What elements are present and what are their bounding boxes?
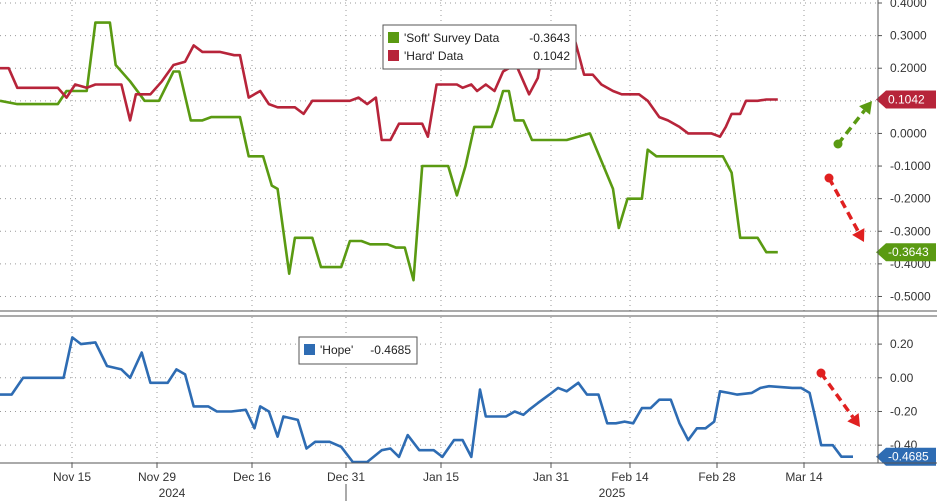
x-tick-label: Feb 28 [698,470,736,484]
last-value-tag-bg [876,447,936,466]
last-value-tag-bg [876,243,936,262]
top-panel: 0.40000.30000.20000.10000.0000-0.1000-0.… [0,0,936,311]
series-line [0,21,778,282]
y-tick-label: 0.0000 [890,126,927,140]
down-arrow-icon [824,173,865,242]
legend-label: 'Hard' Data [404,49,464,63]
x-year-label: 2025 [599,486,626,500]
series-line [0,336,853,464]
x-year-label: 2024 [159,486,186,500]
legend-swatch [304,344,315,355]
last-value-tag-text: -0.4685 [888,450,929,464]
arrow-head [852,228,865,242]
last-value-tag-text: -0.3643 [888,245,929,259]
legend: 'Hope' -0.4685 [298,336,418,365]
arrow-shaft [836,109,866,146]
legend-label: 'Soft' Survey Data [404,31,500,45]
legend-swatch [388,50,399,61]
arrow-shaft [827,177,860,233]
y-tick-label: 0.00 [890,371,914,385]
legend-box [298,336,418,365]
last-value-tag: -0.3643 [876,243,936,262]
x-tick-label: Jan 15 [423,470,459,484]
last-value-tag-bg [876,90,936,109]
arrow-shaft [819,371,855,419]
last-value-tag: 0.1042 [876,90,936,109]
series-line [0,40,778,142]
up-arrow-icon [833,101,872,149]
y-tick-label: -0.2000 [890,192,931,206]
x-tick-label: Dec 16 [233,470,271,484]
y-tick-label: 0.3000 [890,29,927,43]
legend-value: 0.1042 [533,49,570,63]
y-tick-label: -0.20 [890,404,918,418]
legend-value: -0.3643 [529,31,570,45]
legend-value: -0.4685 [370,343,411,357]
x-tick-label: Jan 31 [533,470,569,484]
arrow-head [847,413,860,427]
x-tick-label: Mar 14 [785,470,823,484]
x-tick-label: Feb 14 [611,470,649,484]
y-tick-label: -0.3000 [890,224,931,238]
down-arrow-icon [816,368,860,427]
y-tick-label: 0.2000 [890,61,927,75]
y-tick-label: 0.20 [890,337,914,351]
arrow-head [859,101,872,115]
x-tick-label: Nov 15 [53,470,91,484]
legend-swatch [388,32,399,43]
legend: 'Soft' Survey Data -0.3643 'Hard' Data 0.10… [382,24,577,70]
last-value-tag: -0.4685 [876,447,936,466]
last-value-tag-text: 0.1042 [888,92,925,106]
legend-box [382,24,577,70]
y-tick-label: -0.1000 [890,159,931,173]
bottom-panel: 0.200.00-0.20-0.40-0.4685'Hope' -0.4685 [0,317,936,466]
legend-label: 'Hope' [320,343,353,357]
x-axis: Nov 15 Nov 29 Dec 16 Dec 31 Jan 15 Jan 31 Feb … [53,463,823,501]
x-tick-label: Dec 31 [327,470,365,484]
x-tick-label: Nov 29 [138,470,176,484]
y-tick-label: 0.4000 [890,0,927,10]
y-tick-label: -0.5000 [890,289,931,303]
